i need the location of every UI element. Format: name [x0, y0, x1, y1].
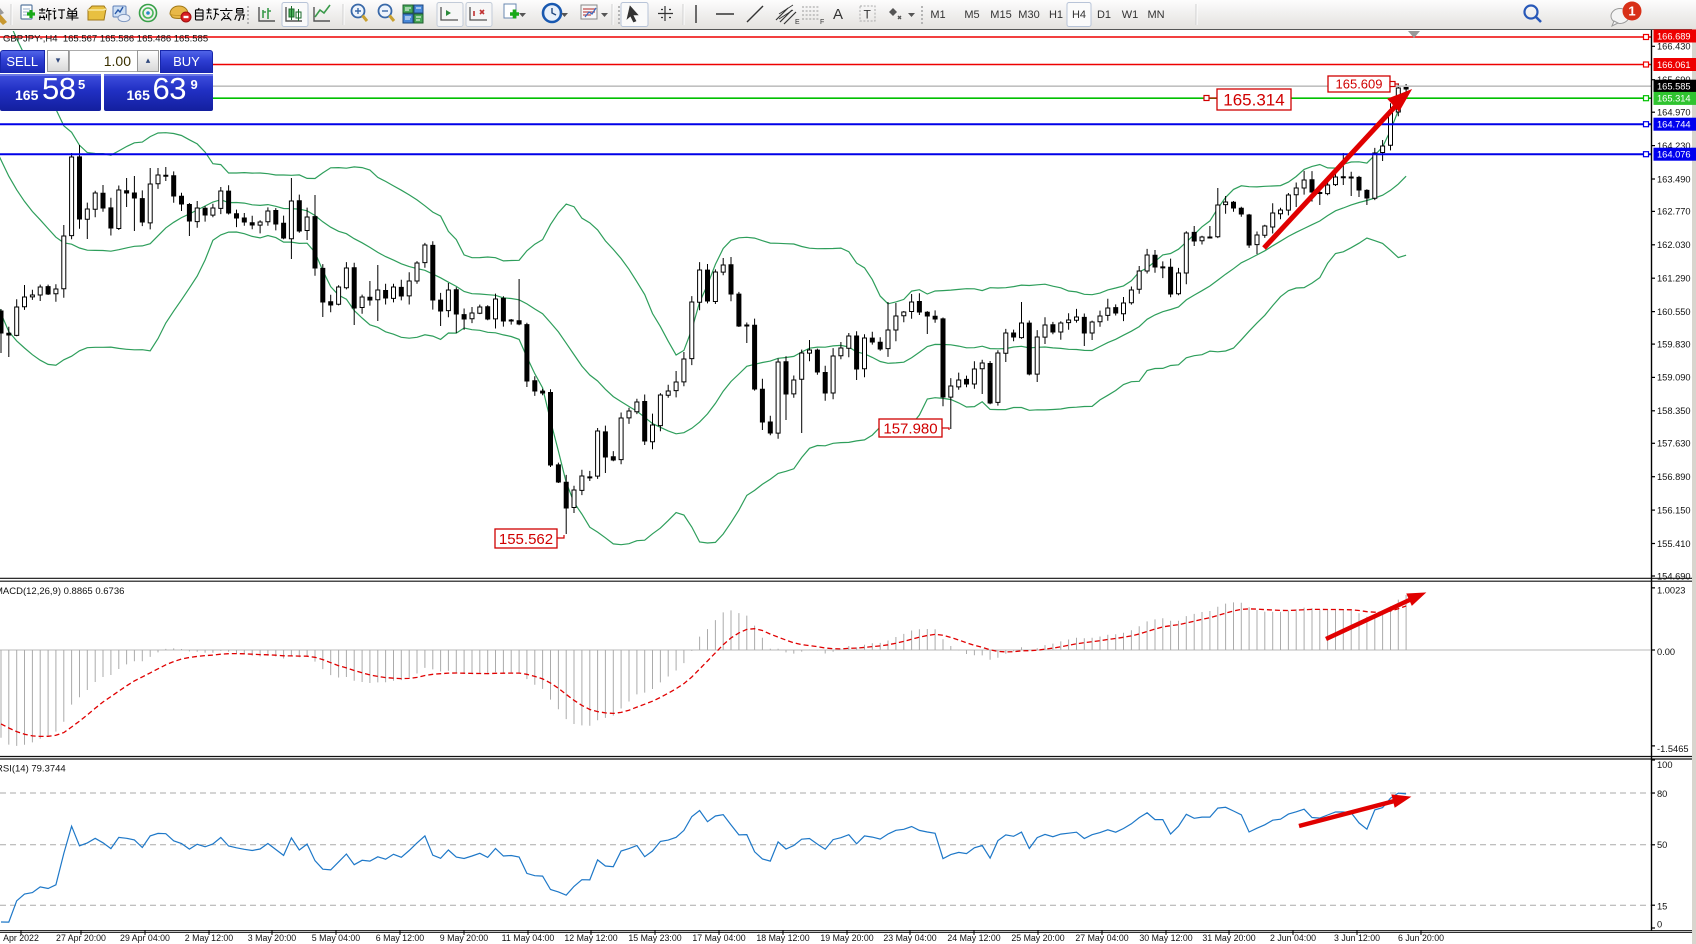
svg-text:156.890: 156.890: [1657, 472, 1691, 482]
svg-text:164.230: 164.230: [1657, 141, 1691, 151]
svg-text:H1: H1: [1049, 9, 1063, 21]
svg-text:D1: D1: [1097, 9, 1111, 21]
svg-text:159.090: 159.090: [1657, 373, 1691, 383]
svg-text:M15: M15: [990, 9, 1011, 21]
svg-text:155.410: 155.410: [1657, 539, 1691, 549]
svg-text:A: A: [833, 6, 843, 23]
svg-text:0.00: 0.00: [1657, 647, 1675, 657]
svg-text:160.550: 160.550: [1657, 307, 1691, 317]
svg-text:157.980: 157.980: [883, 420, 937, 437]
svg-text:E: E: [795, 19, 800, 26]
svg-text:RSI(14) 79.3744: RSI(14) 79.3744: [0, 764, 66, 775]
svg-text:GBPJPY-,H4 165.567 165.586 16: GBPJPY-,H4 165.567 165.586 165.486 165.5…: [3, 34, 208, 45]
svg-text:154.690: 154.690: [1657, 571, 1691, 581]
svg-text:17 May 04:00: 17 May 04:00: [692, 933, 745, 943]
svg-text:155.562: 155.562: [499, 531, 553, 548]
svg-text:M5: M5: [964, 9, 979, 21]
svg-text:25 May 20:00: 25 May 20:00: [1011, 933, 1064, 943]
svg-text:159.830: 159.830: [1657, 339, 1691, 349]
svg-text:MN: MN: [1147, 9, 1164, 21]
svg-text:11 May 04:00: 11 May 04:00: [502, 933, 555, 943]
svg-text:6 May 12:00: 6 May 12:00: [376, 933, 425, 943]
svg-text:165.609: 165.609: [1336, 77, 1383, 92]
svg-text:27 May 04:00: 27 May 04:00: [1075, 933, 1128, 943]
svg-text:29 Apr 04:00: 29 Apr 04:00: [120, 933, 170, 943]
svg-text:157.630: 157.630: [1657, 439, 1691, 449]
svg-text:2 Jun 04:00: 2 Jun 04:00: [1270, 933, 1316, 943]
svg-text:164.744: 164.744: [1657, 120, 1691, 130]
svg-text:-1.5465: -1.5465: [1657, 744, 1689, 754]
svg-text:24 May 12:00: 24 May 12:00: [947, 933, 1000, 943]
svg-text:50: 50: [1657, 840, 1667, 850]
svg-text:M30: M30: [1018, 9, 1039, 21]
svg-text:18 May 12:00: 18 May 12:00: [756, 933, 809, 943]
svg-text:163.490: 163.490: [1657, 174, 1691, 184]
svg-text:9 May 20:00: 9 May 20:00: [440, 933, 489, 943]
svg-text:19 May 20:00: 19 May 20:00: [820, 933, 873, 943]
svg-text:165.314: 165.314: [1223, 91, 1284, 110]
svg-text:80: 80: [1657, 789, 1667, 799]
svg-text:100: 100: [1657, 760, 1673, 770]
svg-text:3 Jun 12:00: 3 Jun 12:00: [1334, 933, 1380, 943]
svg-text:30 May 12:00: 30 May 12:00: [1139, 933, 1192, 943]
svg-text:164.970: 164.970: [1657, 108, 1691, 118]
svg-text:1.0023: 1.0023: [1657, 585, 1685, 595]
svg-text:162.030: 162.030: [1657, 240, 1691, 250]
svg-text:165.314: 165.314: [1657, 94, 1691, 104]
svg-text:0: 0: [1657, 920, 1662, 930]
svg-text:162.770: 162.770: [1657, 207, 1691, 217]
svg-text:6 Jun 20:00: 6 Jun 20:00: [1398, 933, 1444, 943]
svg-text:MACD(12,26,9) 0.8865 0.6736: MACD(12,26,9) 0.8865 0.6736: [0, 586, 124, 597]
svg-text:164.076: 164.076: [1657, 150, 1691, 160]
svg-text:27 Apr 20:00: 27 Apr 20:00: [56, 933, 106, 943]
svg-text:W1: W1: [1122, 9, 1139, 21]
svg-text:15: 15: [1657, 901, 1667, 911]
svg-text:M1: M1: [930, 9, 945, 21]
svg-text:23 May 04:00: 23 May 04:00: [883, 933, 936, 943]
svg-text:T: T: [864, 8, 872, 22]
svg-text:5 May 04:00: 5 May 04:00: [312, 933, 361, 943]
svg-text:3 May 20:00: 3 May 20:00: [248, 933, 297, 943]
svg-text:2 May 12:00: 2 May 12:00: [185, 933, 234, 943]
svg-text:15 May 23:00: 15 May 23:00: [628, 933, 681, 943]
svg-text:156.150: 156.150: [1657, 505, 1691, 515]
svg-text:Apr 2022: Apr 2022: [3, 933, 39, 943]
svg-text:166.430: 166.430: [1657, 42, 1691, 52]
svg-text:31 May 20:00: 31 May 20:00: [1202, 933, 1255, 943]
svg-text:12 May 12:00: 12 May 12:00: [564, 933, 617, 943]
svg-text:166.061: 166.061: [1657, 60, 1691, 70]
svg-text:161.290: 161.290: [1657, 274, 1691, 284]
svg-text:166.689: 166.689: [1657, 31, 1691, 41]
svg-text:158.350: 158.350: [1657, 406, 1691, 416]
svg-text:H4: H4: [1072, 9, 1086, 21]
svg-text:F: F: [820, 19, 824, 26]
svg-text:165.585: 165.585: [1657, 82, 1691, 92]
svg-text:1: 1: [1628, 4, 1635, 19]
